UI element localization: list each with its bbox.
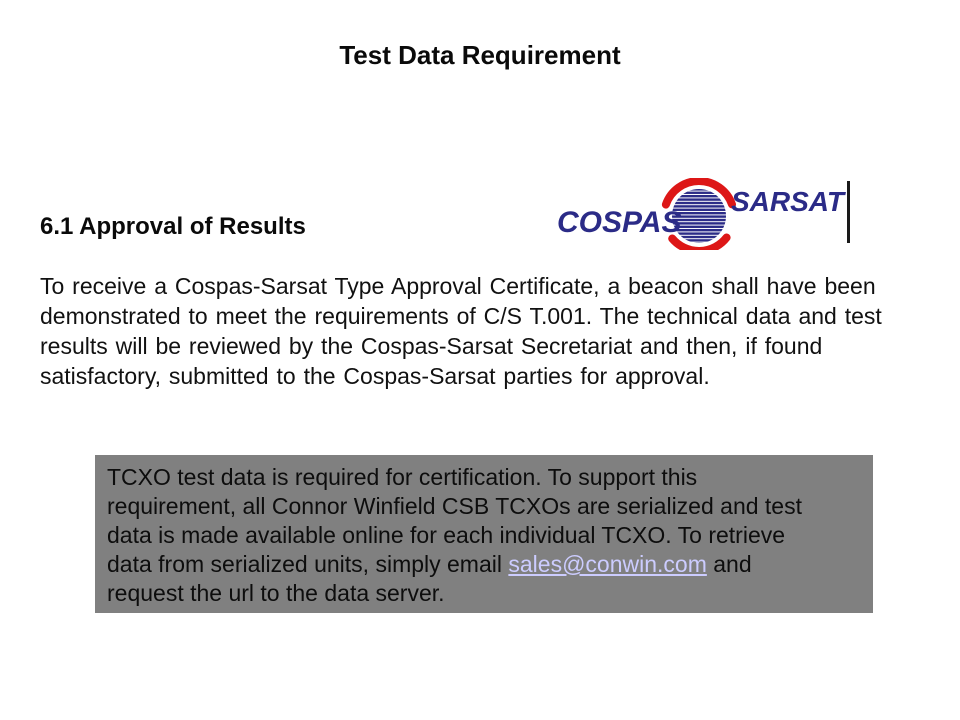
note-line4-suffix: and xyxy=(706,551,752,577)
cospas-sarsat-logo-graphic: COSPAS SARSAT xyxy=(557,177,850,255)
logo-sarsat-text: SARSAT xyxy=(731,186,847,217)
note-box-text: TCXO test data is required for certifica… xyxy=(95,455,873,608)
text-line: request the url to the data server. xyxy=(107,580,445,606)
text-line: data is made available online for each i… xyxy=(107,522,786,548)
logo-cospas-text: COSPAS xyxy=(557,206,681,239)
text-line: demonstrated to meet the requirements of… xyxy=(40,303,882,329)
body-paragraph: To receive a Cospas-Sarsat Type Approval… xyxy=(40,271,930,391)
note-box: TCXO test data is required for certifica… xyxy=(95,455,873,613)
logo-right-bar xyxy=(847,181,850,243)
text-line: requirement, all Connor Winfield CSB TCX… xyxy=(107,493,802,519)
red-orbit-arc-top-icon xyxy=(661,177,736,209)
text-line: satisfactory, submitted to the Cospas-Sa… xyxy=(40,363,710,389)
text-line: data from serialized units, simply email… xyxy=(107,550,873,579)
page-title: Test Data Requirement xyxy=(339,40,621,70)
text-line: To receive a Cospas-Sarsat Type Approval… xyxy=(40,273,876,299)
note-lines: TCXO test data is required for certifica… xyxy=(107,463,873,550)
cospas-sarsat-logo: COSPAS SARSAT xyxy=(553,177,853,255)
text-line: results will be reviewed by the Cospas-S… xyxy=(40,333,823,359)
email-link[interactable]: sales@conwin.com xyxy=(508,551,707,577)
text-line: TCXO test data is required for certifica… xyxy=(107,464,698,490)
note-line4-prefix: data from serialized units, simply email xyxy=(107,551,509,577)
globe-icon xyxy=(672,189,726,243)
section-heading: 6.1 Approval of Results xyxy=(40,213,306,240)
